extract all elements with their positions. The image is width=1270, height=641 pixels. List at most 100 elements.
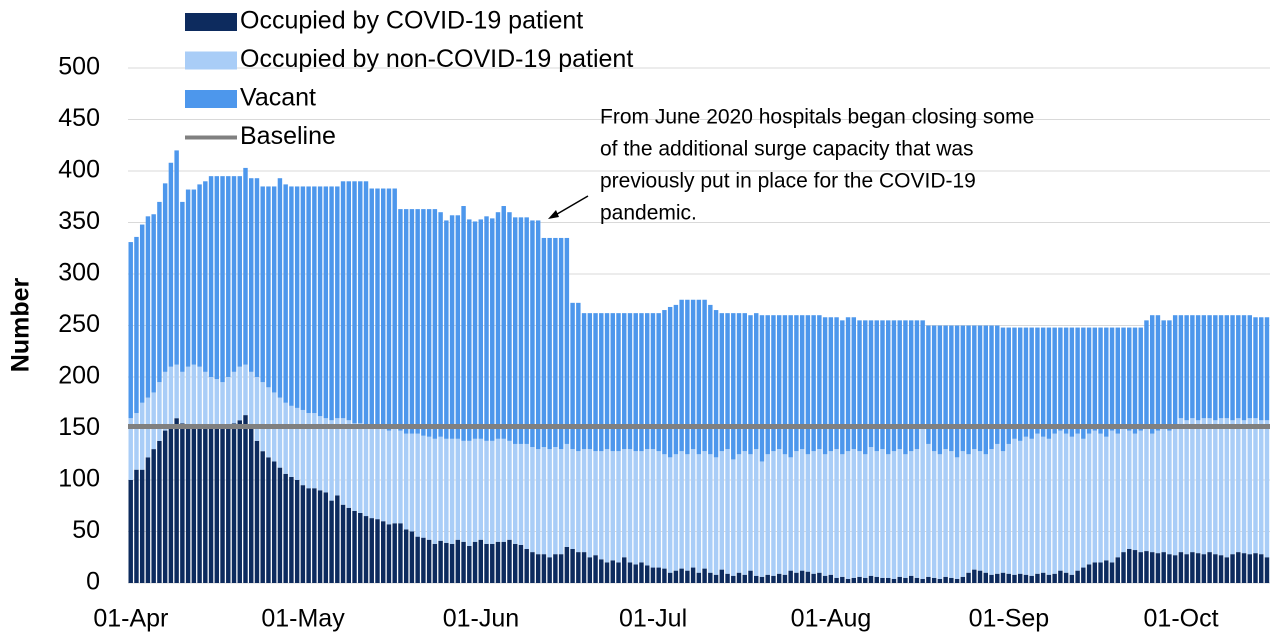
- bar-segment: [713, 457, 719, 575]
- bar-segment: [1029, 575, 1034, 583]
- bar-segment: [266, 387, 271, 458]
- bar-segment: [1023, 327, 1029, 437]
- bar-segment: [426, 436, 432, 540]
- bar-segment: [564, 546, 570, 583]
- bar-segment: [237, 366, 242, 421]
- bar-segment: [312, 186, 317, 414]
- bar-segment: [277, 397, 283, 468]
- bar-segment: [1081, 327, 1086, 439]
- bar-segment: [1006, 573, 1011, 583]
- bar-segment: [1029, 438, 1034, 576]
- bar-segment: [490, 543, 495, 583]
- bar-segment: [868, 575, 874, 583]
- bar-segment: [771, 575, 776, 583]
- y-tick-label: 0: [86, 568, 100, 596]
- bar-segment: [604, 449, 610, 563]
- bar-segment: [220, 425, 225, 583]
- x-tick-label: 01-Aug: [791, 605, 872, 633]
- bar-segment: [983, 325, 989, 455]
- bar-segment: [208, 377, 214, 427]
- bar-segment: [1144, 428, 1149, 552]
- bar-segment: [690, 449, 696, 568]
- bar-segment: [989, 449, 994, 575]
- bar-segment: [1046, 327, 1052, 439]
- bar-segment: [312, 413, 317, 489]
- bar-segment: [989, 325, 994, 450]
- bar-segment: [1201, 554, 1207, 583]
- bar-segment: [1040, 436, 1046, 573]
- bar-segment: [358, 181, 363, 424]
- bar-segment: [966, 325, 971, 455]
- bar-segment: [386, 430, 392, 525]
- bar-segment: [283, 473, 288, 583]
- y-tick-label: 400: [58, 156, 100, 184]
- bar-segment: [415, 536, 420, 583]
- bar-segment: [197, 426, 202, 583]
- bar-segment: [369, 518, 374, 583]
- bar-segment: [421, 435, 426, 538]
- bar-segment: [553, 554, 558, 583]
- bar-segment: [306, 488, 311, 583]
- bar-segment: [162, 371, 168, 431]
- bar-segment: [472, 438, 478, 542]
- bar-segment: [375, 428, 380, 520]
- bar-segment: [1264, 557, 1270, 583]
- bar-segment: [145, 457, 151, 583]
- bar-segment: [1144, 320, 1149, 429]
- bar-segment: [249, 178, 254, 372]
- bar-segment: [627, 313, 633, 450]
- legend: Occupied by COVID-19 patient Occupied by …: [185, 7, 633, 150]
- bar-segment: [851, 449, 857, 578]
- bar-segment: [1086, 433, 1092, 565]
- bar-segment: [461, 206, 466, 441]
- legend-swatch: [185, 51, 237, 70]
- bar-segment: [1006, 443, 1011, 574]
- bar-segment: [335, 495, 340, 583]
- bar-segment: [530, 220, 535, 448]
- bar-segment: [1218, 555, 1224, 583]
- bar-segment: [547, 557, 552, 583]
- bar-segment: [438, 436, 443, 541]
- bar-segment: [501, 206, 506, 439]
- bar-segment: [943, 576, 948, 583]
- bar-segment: [220, 176, 225, 383]
- bar-segment: [616, 451, 621, 563]
- bar-segment: [817, 572, 822, 583]
- bar-segment: [874, 320, 879, 452]
- bar-segment: [1012, 438, 1017, 575]
- bar-segment: [162, 430, 168, 583]
- bar-segment: [1063, 433, 1069, 573]
- bar-segment: [1241, 553, 1247, 583]
- bar-segment: [145, 216, 151, 398]
- bar-segment: [1092, 430, 1098, 563]
- bar-segment: [840, 320, 845, 455]
- bar-segment: [1224, 557, 1230, 583]
- bar-segment: [294, 407, 300, 480]
- bar-segment: [1109, 562, 1115, 583]
- bar-segment: [260, 382, 265, 452]
- bar-segment: [507, 212, 512, 441]
- bar-segment: [995, 443, 1000, 574]
- bar-segment: [1155, 430, 1161, 554]
- bar-segment: [908, 451, 914, 576]
- bar-segment: [306, 413, 311, 489]
- bar-segment: [943, 449, 948, 577]
- bar-segment: [822, 317, 828, 455]
- bar-segment: [1247, 418, 1252, 555]
- bar-segment: [759, 315, 765, 462]
- bar-segment: [811, 573, 816, 583]
- bar-segment: [903, 454, 908, 578]
- bar-segment: [972, 569, 977, 583]
- bar-segment: [650, 567, 656, 583]
- legend-label: Occupied by COVID-19 patient: [240, 7, 583, 35]
- bar-segment: [960, 576, 966, 583]
- bar-segment: [191, 189, 197, 365]
- legend-label: Baseline: [240, 122, 336, 150]
- bar-segment: [1040, 572, 1046, 583]
- bar-segment: [604, 562, 610, 583]
- bar-segment: [403, 209, 409, 434]
- bar-segment: [587, 557, 593, 583]
- bar-segment: [736, 313, 742, 455]
- bar-segment: [214, 176, 220, 380]
- bar-segment: [185, 426, 191, 583]
